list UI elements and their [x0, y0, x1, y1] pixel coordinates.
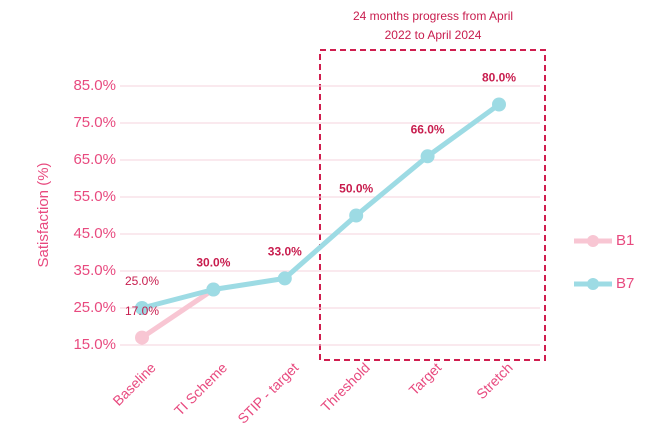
x-tick-label: STIP - target — [234, 359, 301, 426]
x-tick-label: Baseline — [109, 359, 158, 408]
data-label: 33.0% — [268, 245, 302, 259]
x-tick-label: Stretch — [473, 359, 516, 402]
series-line — [140, 287, 215, 340]
y-tick-label: 15.0% — [73, 336, 116, 353]
legend-marker — [587, 278, 599, 290]
annotation: 24 months progress from April — [353, 9, 513, 23]
data-label: 80.0% — [482, 71, 516, 85]
data-point — [277, 271, 292, 286]
x-tick-label: Target — [406, 359, 445, 398]
data-label: 25.0% — [125, 274, 159, 288]
data-point — [420, 149, 435, 164]
legend-marker — [587, 235, 599, 247]
y-tick-label: 45.0% — [73, 225, 116, 242]
y-tick-label: 75.0% — [73, 114, 116, 131]
y-tick-label: 55.0% — [73, 188, 116, 205]
data-point — [135, 330, 149, 345]
y-axis-label: Satisfaction (%) — [35, 162, 52, 267]
data-point — [135, 301, 149, 315]
data-label: 17.0% — [125, 304, 159, 318]
y-tick-label: 35.0% — [73, 262, 116, 279]
y-tick-label: 25.0% — [73, 299, 116, 316]
data-label: 50.0% — [339, 182, 373, 196]
legend-label: B7 — [616, 275, 634, 292]
data-label: 66.0% — [411, 122, 445, 136]
x-tick-label: Threshold — [318, 359, 373, 414]
y-tick-label: 65.0% — [73, 151, 116, 168]
data-point — [349, 208, 364, 223]
legend-label: B1 — [616, 232, 634, 249]
y-tick-label: 85.0% — [73, 77, 116, 94]
annotation: 2022 to April 2024 — [385, 28, 482, 42]
data-point — [206, 282, 221, 297]
data-point — [492, 97, 506, 112]
data-label: 30.0% — [196, 256, 230, 270]
series-line — [141, 102, 501, 311]
x-tick-label: TI Scheme — [171, 359, 230, 418]
highlight-box — [319, 49, 546, 361]
